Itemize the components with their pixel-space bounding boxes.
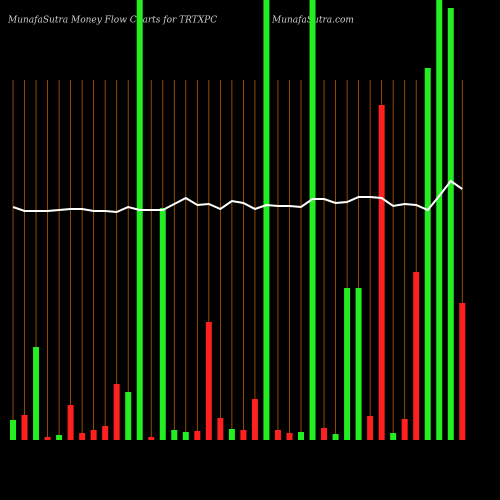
bar	[344, 288, 351, 440]
bar	[136, 0, 143, 440]
bar	[424, 68, 431, 440]
bar	[194, 431, 201, 440]
bar	[309, 0, 316, 440]
bar	[90, 430, 97, 440]
bar	[228, 429, 235, 440]
bar	[321, 428, 328, 440]
bar	[240, 430, 247, 440]
bar	[332, 434, 339, 440]
bar	[56, 435, 63, 440]
bar	[263, 0, 270, 440]
bar	[355, 288, 362, 440]
bar	[205, 322, 212, 440]
money-flow-line	[12, 179, 463, 214]
bar	[459, 303, 466, 440]
bar	[148, 437, 155, 440]
bar	[10, 420, 16, 440]
bar	[436, 0, 443, 440]
bar	[286, 433, 293, 440]
bar	[159, 208, 166, 440]
bar	[182, 432, 189, 440]
bar	[274, 430, 281, 440]
bar	[125, 392, 132, 440]
bar	[33, 347, 40, 440]
bar	[21, 415, 28, 440]
bar	[79, 433, 86, 440]
bar	[44, 437, 51, 440]
bar	[217, 418, 224, 440]
bar	[390, 433, 397, 440]
bar	[413, 272, 420, 440]
bar	[378, 105, 385, 440]
bar	[102, 426, 109, 440]
bar	[171, 430, 178, 440]
bar	[401, 419, 408, 440]
bar	[113, 384, 120, 440]
bar	[251, 399, 258, 440]
bar	[367, 416, 374, 440]
bar	[447, 8, 454, 440]
bar	[67, 405, 74, 440]
chart-title: MunafaSutra Money Flow Charts for TRTXPC	[7, 16, 217, 26]
bar	[298, 432, 304, 440]
